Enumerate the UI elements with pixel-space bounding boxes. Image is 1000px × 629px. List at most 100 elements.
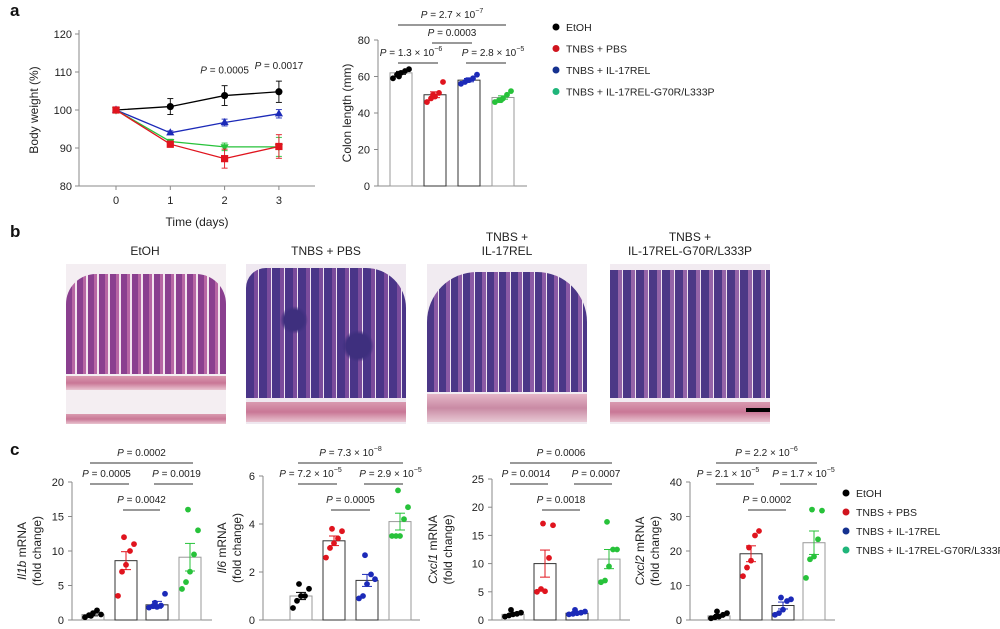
p-value-label: P = 1.7 × 10−5 [772, 467, 835, 480]
data-point [183, 579, 189, 585]
data-point [112, 106, 120, 114]
y-tick-label: 40 [358, 108, 370, 120]
data-point [811, 553, 817, 560]
data-point [546, 555, 552, 561]
data-point [179, 586, 185, 592]
legend-swatch [842, 546, 850, 554]
data-point [606, 563, 612, 570]
data-point [610, 546, 616, 553]
data-point [166, 102, 174, 111]
data-point [191, 551, 197, 558]
legend-swatch [552, 88, 560, 95]
data-point [306, 585, 312, 592]
legend-swatch [842, 527, 850, 535]
data-point [119, 568, 125, 575]
p-value-label: P = 7.3 × 10−8 [319, 446, 382, 459]
y-tick-label: 10 [670, 581, 682, 593]
y-tick-label: 10 [472, 559, 484, 571]
data-point [401, 516, 407, 523]
data-point [185, 506, 191, 513]
y-tick-label: 30 [670, 512, 682, 524]
data-point [756, 528, 762, 534]
histology-title-line2: IL-17REL [481, 244, 533, 258]
data-point [372, 576, 378, 583]
histology-title-tnbs-pbs: TNBS + PBS [216, 244, 436, 258]
data-point [518, 609, 524, 616]
panel-label-a: a [10, 1, 20, 20]
data-point [474, 71, 480, 78]
data-point [220, 117, 229, 126]
data-point [508, 88, 514, 94]
p-value-label: P = 2.1 × 10−5 [697, 467, 760, 480]
data-point [152, 599, 158, 606]
data-point [803, 575, 809, 581]
data-point [436, 90, 442, 96]
data-point [275, 142, 283, 151]
p-exponent: −6 [434, 46, 442, 53]
data-point [123, 561, 129, 568]
y-tick-label: 0 [58, 615, 64, 627]
y-tick-label: 100 [54, 105, 72, 117]
y-tick-label: 15 [472, 530, 484, 542]
data-point [339, 528, 345, 535]
bar [491, 96, 515, 187]
p-exponent: −5 [516, 46, 524, 53]
data-point [752, 532, 758, 539]
gene-name: Cxcl1 [426, 554, 440, 584]
data-point [88, 612, 94, 619]
y-axis-label: Cxcl1 mRNA [426, 515, 440, 584]
gene-name: Il6 [215, 561, 229, 574]
data-point [542, 588, 548, 595]
legend-label: EtOH [566, 22, 592, 34]
data-point [296, 581, 302, 587]
p-value-label: P = 2.9 × 10−5 [359, 467, 422, 480]
p-value-label: P = 2.8 × 10−5 [462, 46, 525, 59]
data-point [602, 577, 608, 584]
data-point [121, 534, 127, 541]
gene-name: Il1b [15, 560, 29, 580]
data-point [390, 75, 396, 82]
scale-bar [746, 408, 770, 412]
legend-label: TNBS + IL-17REL-G70R/L333P [856, 545, 1000, 557]
data-point [94, 607, 100, 614]
legend-label: TNBS + PBS [856, 507, 917, 519]
p-exponent: −5 [334, 467, 342, 474]
data-point [504, 91, 510, 98]
series-line [115, 91, 279, 111]
p-exponent: −5 [827, 467, 835, 474]
data-point [302, 593, 308, 599]
data-point [329, 525, 335, 532]
data-point [368, 571, 374, 578]
data-point [740, 573, 746, 580]
histology-title-line1: TNBS + PBS [291, 244, 361, 258]
legend-panel-a: EtOH TNBS + PBS TNBS + IL-17REL TNBS + IL-1… [552, 22, 715, 99]
data-point [809, 506, 815, 513]
p-exponent: −7 [475, 8, 483, 15]
y-tick-label: 80 [60, 181, 72, 193]
panel-label-c: c [10, 440, 20, 459]
y-tick-label: 0 [676, 615, 682, 627]
legend-label: EtOH [856, 488, 882, 500]
data-point [162, 590, 168, 597]
data-point [572, 606, 578, 613]
p-exponent: −6 [790, 446, 798, 453]
data-point [360, 593, 366, 599]
data-point [294, 597, 300, 604]
data-point [158, 602, 164, 609]
y-tick-label: 2 [249, 567, 255, 579]
p-exponent: −5 [751, 467, 759, 474]
p-value-label: P = 2.7 × 10−7 [421, 8, 484, 21]
data-point [776, 610, 782, 616]
data-point [550, 522, 556, 529]
data-point [815, 536, 821, 543]
data-point [98, 611, 104, 618]
legend-label: TNBS + IL-17REL [856, 526, 940, 538]
data-point [614, 546, 620, 553]
y-tick-label: 10 [52, 546, 64, 558]
y-tick-label: 5 [58, 581, 64, 593]
data-point [166, 140, 174, 148]
data-point [395, 487, 401, 494]
y-tick-label: 6 [249, 471, 255, 483]
legend-panel-c: EtOH TNBS + PBS TNBS + IL-17REL TNBS + IL-1… [842, 488, 1000, 557]
data-point [323, 554, 329, 561]
